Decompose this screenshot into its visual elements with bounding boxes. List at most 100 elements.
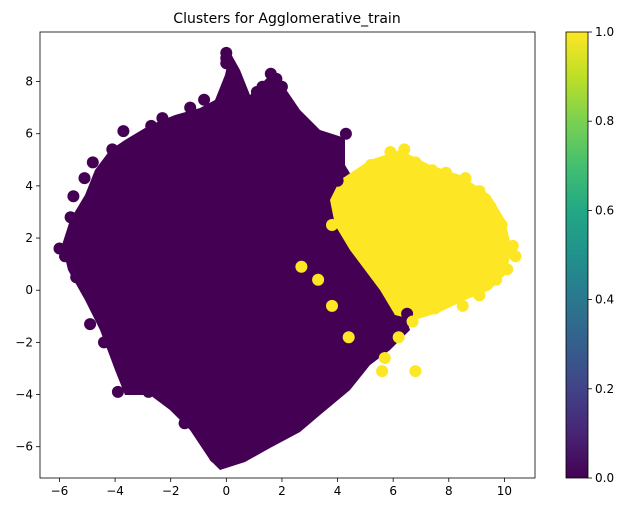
scatter-point-cluster-0 [231, 143, 244, 156]
chart-title: Clusters for Agglomerative_train [173, 11, 400, 27]
y-axis: −6 −4 −2 0 2 4 6 8 [15, 75, 40, 454]
x-tick-label: 0 [222, 484, 230, 498]
scatter-point-cluster-1 [395, 182, 408, 195]
scatter-point-cluster-0 [192, 140, 205, 153]
scatter-point-cluster-1 [490, 273, 503, 286]
scatter-point-cluster-1 [326, 219, 338, 231]
scatter-point-cluster-1 [426, 164, 439, 177]
scatter-point-cluster-0 [275, 80, 288, 93]
colorbar-ticks: 0.0 0.2 0.4 0.6 0.8 1.0 [588, 25, 614, 485]
scatter-point-cluster-0 [106, 143, 119, 156]
scatter-point-cluster-1 [506, 239, 519, 252]
scatter-point-cluster-0 [253, 430, 266, 443]
scatter-point-cluster-1 [409, 365, 422, 378]
y-tick-label: 0 [25, 283, 33, 297]
scatter-point-cluster-0 [156, 112, 169, 125]
scatter-point-cluster-0 [64, 211, 77, 224]
scatter-point-cluster-1 [342, 331, 355, 344]
scatter-point-cluster-0 [67, 190, 80, 203]
scatter-point-cluster-0 [81, 276, 94, 289]
scatter-point-cluster-0 [178, 417, 191, 430]
scatter-point-cluster-1 [409, 156, 422, 169]
scatter-point-cluster-0 [86, 156, 99, 169]
x-tick-label: 8 [445, 484, 453, 498]
scatter-point-cluster-0 [381, 323, 394, 336]
cluster-0-region [62, 52, 410, 470]
x-tick-label: 6 [389, 484, 397, 498]
scatter-point-cluster-1 [312, 273, 325, 286]
scatter-point-cluster-0 [98, 336, 110, 349]
scatter-point-cluster-0 [250, 86, 263, 98]
scatter-point-cluster-0 [220, 57, 233, 70]
scatter-point-cluster-0 [120, 370, 133, 383]
scatter-point-cluster-0 [212, 427, 224, 440]
scatter-point-cluster-1 [437, 187, 450, 200]
x-tick-label: 10 [497, 484, 512, 498]
scatter-point-cluster-0 [117, 125, 130, 138]
y-tick-label: 4 [25, 179, 33, 193]
colorbar: 0.0 0.2 0.4 0.6 0.8 1.0 [565, 25, 614, 485]
scatter-point-cluster-1 [392, 331, 405, 344]
colorbar-tick-label: 0.6 [595, 203, 614, 217]
plot-frame [39, 31, 536, 479]
scatter-point-cluster-0 [84, 318, 97, 331]
scatter-point-cluster-0 [78, 172, 91, 185]
colorbar-tick-label: 1.0 [595, 25, 614, 39]
scatter-point-cluster-1 [378, 352, 391, 364]
y-tick-label: −2 [15, 335, 33, 349]
scatter-point-cluster-0 [234, 435, 247, 448]
colorbar-tick-label: 0.0 [595, 471, 614, 485]
scatter-point-cluster-0 [184, 101, 197, 114]
x-tick-label: −4 [106, 484, 124, 498]
scatter-point-cluster-0 [270, 153, 283, 166]
y-tick-label: −6 [15, 440, 33, 454]
scatter-point-cluster-0 [289, 127, 302, 140]
scatter-point-cluster-0 [59, 250, 71, 263]
cluster-regions [62, 52, 512, 470]
y-tick-label: 2 [25, 231, 33, 245]
scatter-point-cluster-1 [440, 166, 452, 179]
colorbar-tick-label: 0.2 [595, 382, 614, 396]
scatter-point-cluster-1 [364, 159, 377, 171]
scatter-point-cluster-1 [484, 200, 497, 213]
scatter-point-cluster-0 [198, 93, 211, 106]
scatter-point-cluster-0 [75, 224, 88, 237]
scatter-points [53, 46, 522, 464]
scatter-point-cluster-0 [298, 164, 311, 177]
colorbar-gradient [565, 31, 589, 479]
scatter-point-cluster-0 [242, 109, 255, 122]
scatter-point-cluster-0 [367, 292, 380, 304]
x-tick-label: −2 [162, 484, 180, 498]
scatter-point-cluster-0 [145, 119, 158, 132]
scatter-point-cluster-1 [295, 260, 308, 273]
scatter-point-cluster-0 [273, 414, 286, 427]
scatter-point-cluster-0 [320, 185, 333, 198]
scatter-point-cluster-1 [459, 172, 472, 185]
scatter-point-cluster-1 [495, 219, 508, 231]
scatter-point-cluster-0 [326, 370, 338, 383]
scatter-point-cluster-1 [456, 299, 469, 312]
scatter-point-cluster-0 [111, 385, 124, 398]
scatter-point-cluster-0 [142, 385, 155, 398]
y-tick-label: 8 [25, 75, 33, 89]
scatter-point-cluster-0 [220, 445, 233, 458]
x-axis: −6 −4 −2 0 2 4 6 8 10 [51, 478, 512, 498]
cluster-1-region [330, 150, 512, 320]
scatter-point-cluster-0 [173, 117, 185, 130]
scatter-point-cluster-1 [473, 185, 486, 198]
scatter-point-cluster-0 [331, 174, 344, 187]
x-tick-label: 2 [278, 484, 286, 498]
scatter-point-cluster-0 [225, 93, 238, 106]
scatter-point-cluster-0 [209, 451, 222, 464]
colorbar-tick-label: 0.8 [595, 114, 614, 128]
scatter-point-cluster-0 [312, 130, 325, 143]
y-tick-label: 6 [25, 127, 33, 141]
scatter-point-cluster-0 [184, 393, 197, 406]
plot-area: −6 −4 −2 0 2 4 6 8 10 −6 −4 −2 0 2 4 6 8 [15, 31, 536, 498]
y-tick-label: −4 [15, 388, 33, 402]
scatter-point-cluster-1 [326, 299, 338, 312]
scatter-point-cluster-1 [342, 200, 355, 213]
scatter-point-cluster-0 [70, 271, 83, 284]
scatter-point-cluster-1 [501, 263, 514, 276]
